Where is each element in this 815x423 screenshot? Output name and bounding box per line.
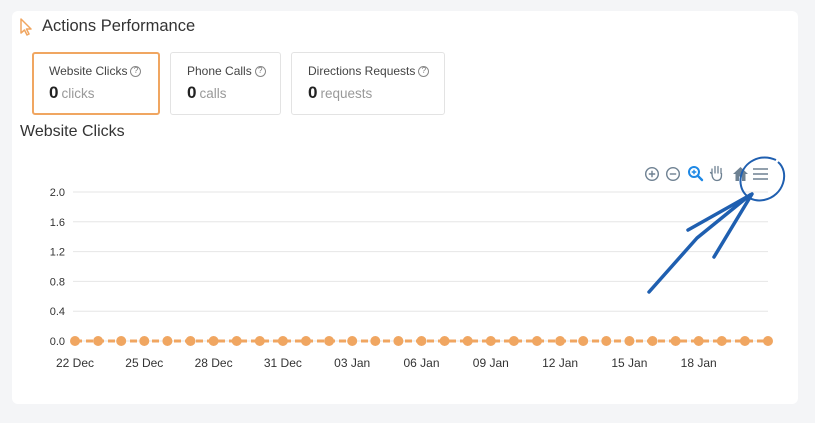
x-tick-label: 03 Jan bbox=[334, 356, 370, 370]
data-point bbox=[578, 336, 589, 346]
menu-icon[interactable] bbox=[752, 167, 769, 181]
section-title: Actions Performance bbox=[42, 17, 196, 35]
data-point bbox=[301, 336, 311, 346]
x-tick-label: 06 Jan bbox=[403, 356, 439, 370]
zoom-out-icon[interactable] bbox=[665, 166, 681, 182]
annotation-arrowhead bbox=[686, 192, 754, 259]
x-axis: 22 Dec 25 Dec 28 Dec 31 Dec 03 Jan 06 Jan 09 J… bbox=[56, 356, 717, 370]
series-website-clicks bbox=[70, 336, 773, 346]
tile-directions-requests[interactable]: Directions Requests ? 0 requests bbox=[291, 52, 445, 115]
data-point bbox=[93, 336, 104, 346]
data-point bbox=[647, 336, 658, 346]
data-point bbox=[439, 336, 450, 346]
help-icon[interactable]: ? bbox=[418, 65, 430, 77]
data-point bbox=[393, 336, 404, 346]
x-tick-label: 09 Jan bbox=[473, 356, 509, 370]
tile-value: 0 bbox=[49, 83, 59, 102]
y-axis: 0.0 0.4 0.8 1.2 1.6 2.0 bbox=[50, 187, 65, 348]
data-point bbox=[670, 336, 681, 346]
data-point bbox=[139, 336, 150, 346]
data-point bbox=[185, 336, 196, 346]
y-tick-label: 2.0 bbox=[50, 187, 65, 199]
tile-label: Website Clicks bbox=[49, 64, 128, 78]
tile-phone-calls[interactable]: Phone Calls ? 0 calls bbox=[170, 52, 281, 115]
zoom-select-icon[interactable] bbox=[687, 165, 704, 182]
data-point bbox=[763, 336, 773, 346]
data-point bbox=[347, 336, 358, 346]
data-point bbox=[601, 336, 612, 346]
card-header: Actions Performance bbox=[19, 17, 195, 36]
data-point bbox=[162, 336, 173, 346]
tile-website-clicks[interactable]: Website Clicks ? 0 clicks bbox=[32, 52, 160, 115]
data-point bbox=[739, 336, 750, 346]
data-point bbox=[254, 336, 265, 346]
help-icon[interactable]: ? bbox=[254, 65, 266, 77]
chart-grid bbox=[73, 191, 768, 342]
data-point bbox=[462, 336, 473, 346]
data-point bbox=[70, 336, 80, 346]
tile-label: Phone Calls bbox=[187, 64, 252, 78]
annotation-circle bbox=[739, 156, 786, 202]
annotation-arrow bbox=[647, 193, 752, 294]
cursor-pointer-icon bbox=[20, 17, 32, 36]
data-point bbox=[485, 336, 496, 346]
data-point bbox=[324, 336, 335, 346]
x-tick-label: 31 Dec bbox=[264, 356, 302, 370]
x-tick-label: 25 Dec bbox=[125, 356, 163, 370]
pan-icon[interactable] bbox=[709, 164, 725, 182]
help-icon[interactable]: ? bbox=[130, 65, 142, 77]
data-point bbox=[508, 336, 519, 346]
x-tick-label: 22 Dec bbox=[56, 356, 94, 370]
tile-value: 0 bbox=[308, 83, 318, 102]
x-tick-label: 12 Jan bbox=[542, 356, 578, 370]
data-point bbox=[624, 336, 635, 346]
y-tick-label: 0.8 bbox=[50, 276, 65, 288]
tile-unit: clicks bbox=[61, 86, 95, 101]
data-point bbox=[716, 336, 727, 346]
y-tick-label: 1.2 bbox=[50, 247, 65, 259]
zoom-in-icon[interactable] bbox=[644, 166, 660, 182]
data-point bbox=[416, 336, 427, 346]
data-point bbox=[370, 336, 381, 346]
annotation bbox=[647, 156, 786, 294]
x-tick-label: 28 Dec bbox=[195, 356, 233, 370]
data-point bbox=[277, 336, 288, 346]
data-point bbox=[231, 336, 242, 346]
data-point bbox=[208, 336, 219, 346]
tile-label: Directions Requests bbox=[308, 64, 416, 78]
y-tick-label: 0.4 bbox=[50, 306, 65, 318]
data-point bbox=[532, 336, 542, 346]
tile-unit: calls bbox=[199, 86, 227, 101]
data-point bbox=[555, 336, 566, 346]
data-point bbox=[693, 336, 704, 346]
tile-unit: requests bbox=[320, 86, 373, 101]
data-point bbox=[116, 336, 127, 346]
chart-title: Website Clicks bbox=[20, 123, 125, 140]
y-tick-label: 0.0 bbox=[50, 336, 65, 348]
y-tick-label: 1.6 bbox=[50, 217, 65, 229]
x-tick-label: 15 Jan bbox=[611, 356, 647, 370]
x-tick-label: 18 Jan bbox=[681, 356, 717, 370]
tile-value: 0 bbox=[187, 83, 197, 102]
